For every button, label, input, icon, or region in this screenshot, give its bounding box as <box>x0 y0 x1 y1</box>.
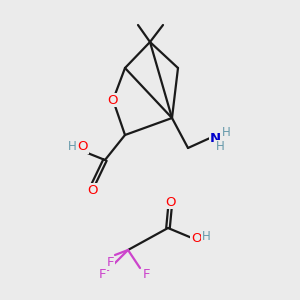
Text: O: O <box>88 184 98 196</box>
Text: O: O <box>78 140 88 154</box>
Text: H: H <box>68 140 76 154</box>
Text: F: F <box>142 268 150 281</box>
Text: H: H <box>216 140 224 154</box>
Text: O: O <box>165 196 175 208</box>
Text: O: O <box>108 94 118 106</box>
Text: F: F <box>98 268 106 281</box>
Text: H: H <box>202 230 210 242</box>
Text: H: H <box>222 127 230 140</box>
Text: F: F <box>107 256 115 269</box>
Text: O: O <box>191 232 201 244</box>
Text: N: N <box>209 131 220 145</box>
